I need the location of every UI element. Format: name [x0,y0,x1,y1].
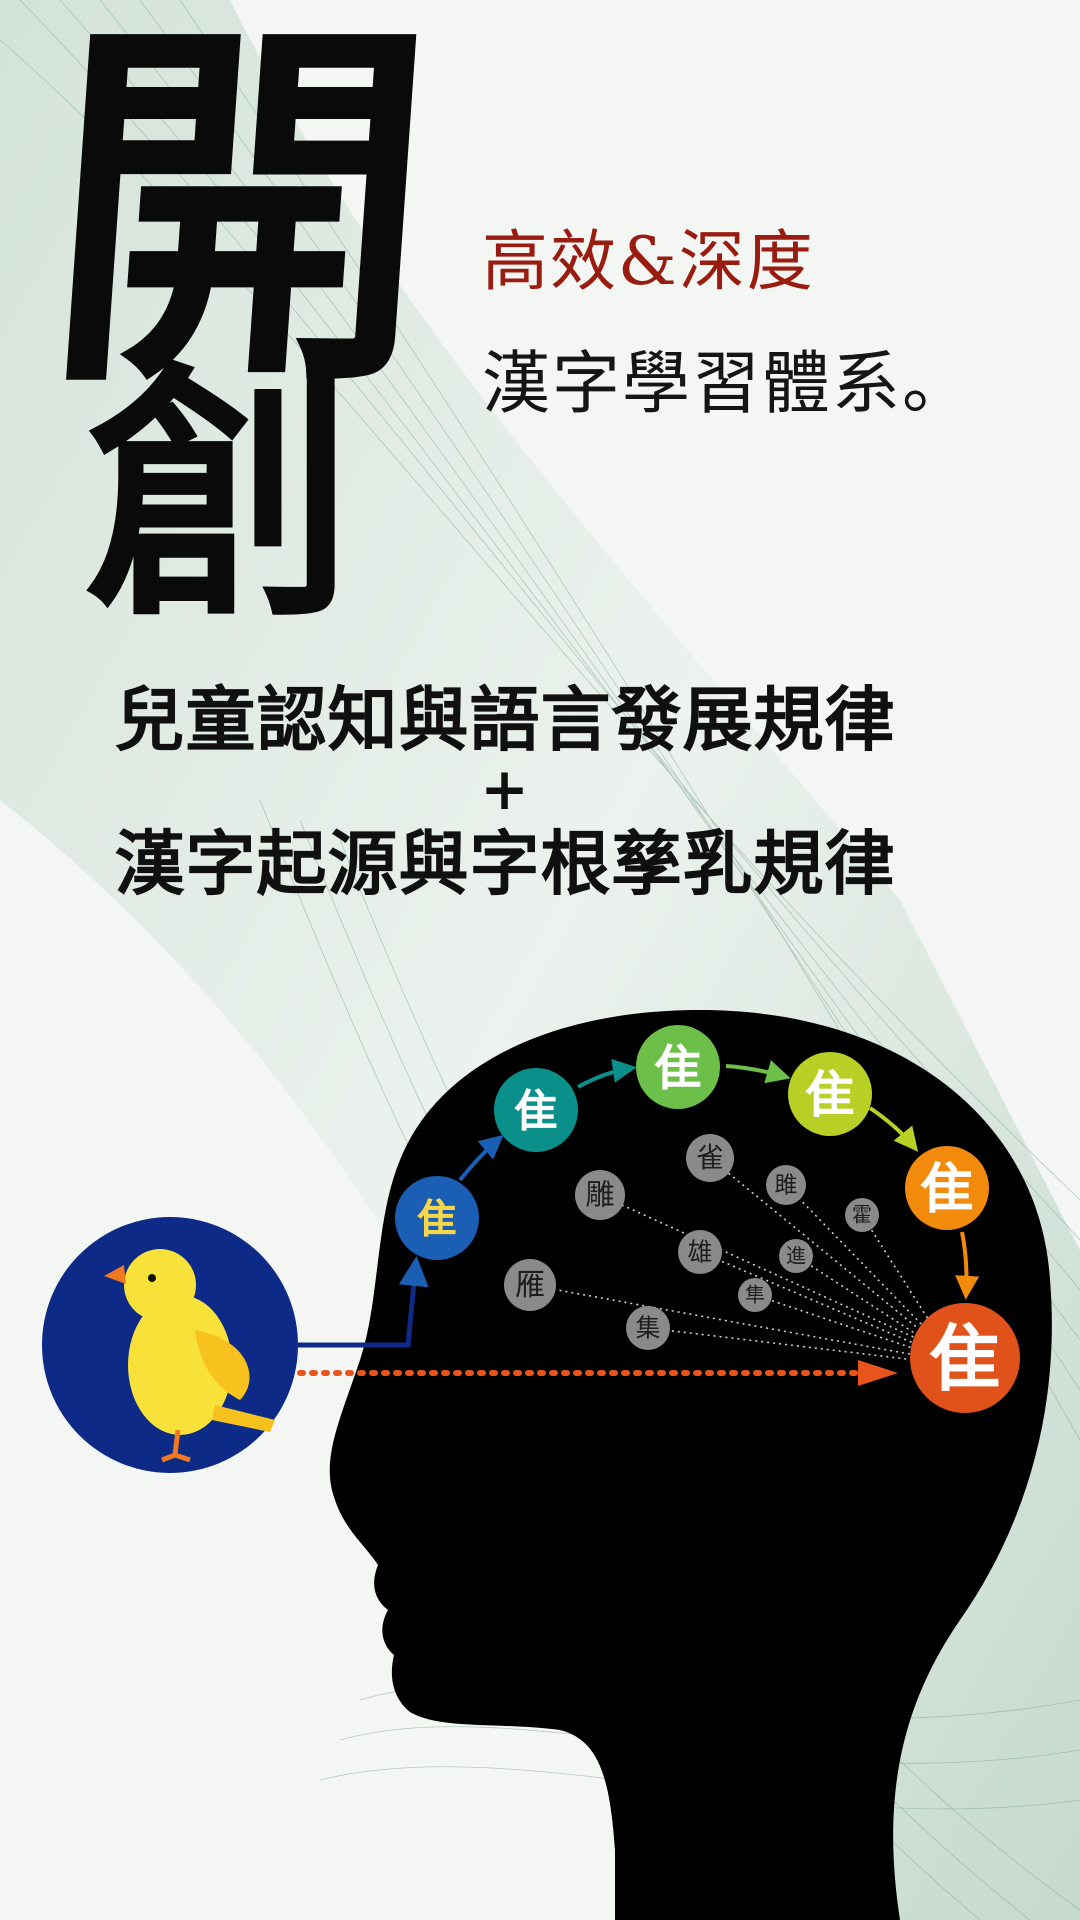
derived-char: 霍 [852,1202,872,1226]
evolution-stage-1: 隹 [395,1176,479,1260]
head-silhouette [329,1010,1052,1920]
evolution-stage-char: 隹 [417,1196,457,1242]
subtitle-black: 漢字學習體系。 [482,345,973,424]
formula-line-1: 兒童認知與語言發展規律 [114,678,896,761]
derived-char-chip: 雎 [766,1165,806,1205]
evolution-stage-char: 隹 [929,1317,1001,1401]
derived-char: 進 [786,1243,806,1267]
derived-char-chip: 集 [626,1306,670,1350]
evolution-stage-2: 隹 [494,1068,578,1152]
derived-char: 雎 [775,1173,798,1199]
derived-char: 集 [635,1313,660,1342]
evolution-stage-char: 隹 [920,1157,974,1220]
derived-char-chip: 雁 [504,1259,556,1311]
derived-char-chip: 雀 [686,1134,734,1182]
headline-char-chuang: 創 [85,336,355,654]
derived-char: 雀 [696,1141,724,1174]
evolution-stage-4: 隹 [788,1052,872,1136]
derived-char-chip: 隼 [738,1278,772,1312]
subtitle-red: 高效&深度 [482,223,815,300]
evolution-stage-5: 隹 [905,1146,989,1230]
derived-char-chip: 霍 [845,1198,879,1232]
derived-char: 雕 [585,1178,614,1212]
evolution-stage-char: 隹 [654,1040,702,1096]
derived-char: 雄 [687,1237,712,1266]
derived-char-chip: 進 [779,1239,813,1273]
derived-char: 雁 [515,1268,545,1303]
evolution-stage-char: 隹 [805,1066,855,1124]
derived-char-chip: 雕 [575,1170,625,1220]
derived-char: 隼 [745,1282,765,1306]
evolution-stage-6: 隹 [910,1303,1020,1413]
derived-char-chip: 雄 [678,1230,722,1274]
evolution-stage-3: 隹 [636,1025,720,1109]
formula-line-2: 漢字起源與字根孳乳規律 [114,822,896,905]
evolution-stage-char: 隹 [514,1086,558,1137]
formula-plus: + [480,755,530,823]
bird-icon [42,1217,298,1473]
